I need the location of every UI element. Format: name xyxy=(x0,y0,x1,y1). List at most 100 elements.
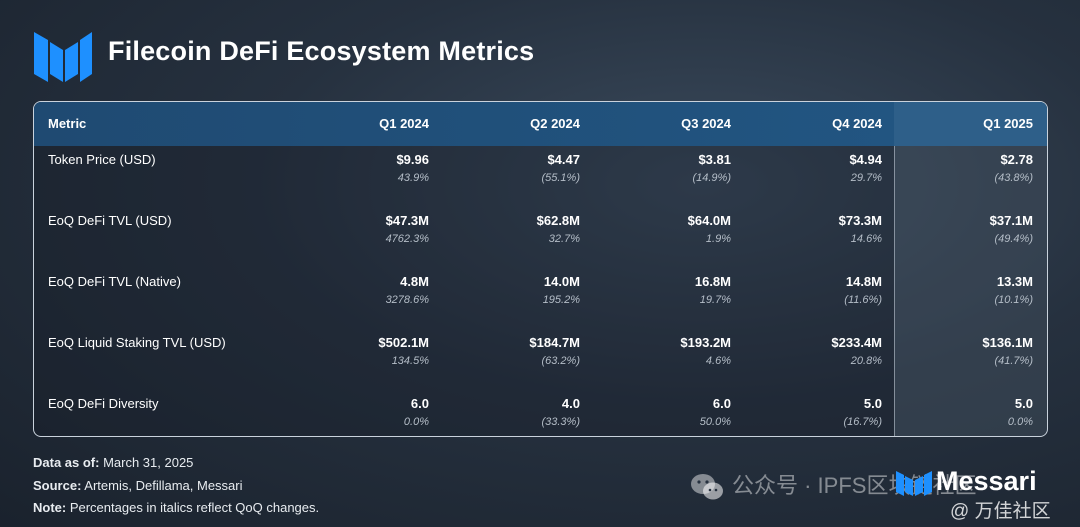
cell-change: 0.0% xyxy=(1007,416,1033,428)
note-value: Percentages in italics reflect QoQ chang… xyxy=(66,500,320,515)
cell-change: 3278.6% xyxy=(385,294,429,306)
row-label: EoQ DeFi TVL (Native) xyxy=(48,274,181,289)
cell-value: $37.1M xyxy=(989,213,1033,228)
cell-change: (49.4%) xyxy=(994,233,1033,245)
cell-change: 43.9% xyxy=(397,172,429,184)
source-label: Source: xyxy=(33,477,82,493)
cell-value: $47.3M xyxy=(385,213,429,228)
cell-value: $184.7M xyxy=(529,335,580,350)
cell-change: 195.2% xyxy=(542,294,580,306)
cell-value: $4.47 xyxy=(547,152,580,167)
cell-change: (43.8%) xyxy=(994,172,1033,184)
row-label: Token Price (USD) xyxy=(48,152,156,167)
messari-logo-icon xyxy=(34,28,92,84)
table-row: EoQ DeFi TVL (USD) $47.3M 4762.3% $62.8M 3… xyxy=(34,207,1047,268)
cell-value: $73.3M xyxy=(838,213,882,228)
cell-change: (16.7%) xyxy=(843,416,882,428)
cell-change: 14.6% xyxy=(850,233,882,245)
column-header-q4-2024: Q4 2024 xyxy=(832,116,882,131)
page-title: Filecoin DeFi Ecosystem Metrics xyxy=(108,36,535,66)
cell-change: 19.7% xyxy=(699,294,731,306)
table-cell: $37.1M (49.4%) xyxy=(893,213,1033,247)
column-header-q1-2025: Q1 2025 xyxy=(983,116,1033,131)
cell-value: 6.0 xyxy=(410,396,429,411)
cell-value: 4.0 xyxy=(561,396,580,411)
table-cell: 4.8M 3278.6% xyxy=(289,274,429,308)
table-cell: $184.7M (63.2%) xyxy=(440,335,580,369)
cell-change: 29.7% xyxy=(850,172,882,184)
column-header-metric: Metric xyxy=(48,116,87,131)
cell-value: 14.0M xyxy=(543,274,580,289)
row-label: EoQ DeFi Diversity xyxy=(48,396,159,411)
table-cell: $73.3M 14.6% xyxy=(742,213,882,247)
table-row: EoQ Liquid Staking TVL (USD) $502.1M 134.… xyxy=(34,329,1047,390)
cell-value: $193.2M xyxy=(680,335,731,350)
table-cell: 4.0 (33.3%) xyxy=(440,396,580,430)
cell-change: 32.7% xyxy=(548,233,580,245)
community-watermark: @ 万佳社区 xyxy=(950,501,1051,522)
cell-change: 0.0% xyxy=(403,416,429,428)
watermark: 公众号 · IPFS区块链社区 xyxy=(690,468,976,502)
cell-value: 13.3M xyxy=(996,274,1033,289)
table-cell: 13.3M (10.1%) xyxy=(893,274,1033,308)
data-as-of-line: Data as of: March 31, 2025 xyxy=(33,452,319,475)
cell-value: $136.1M xyxy=(982,335,1033,350)
cell-change: (33.3%) xyxy=(541,416,580,428)
highlight-column-header xyxy=(894,102,1047,146)
watermark-text: 公众号 · IPFS区块链社区 xyxy=(732,473,977,498)
row-label: EoQ DeFi TVL (USD) xyxy=(48,213,172,228)
table-cell: $4.47 (55.1%) xyxy=(440,152,580,186)
note-label: Note: xyxy=(33,500,67,515)
cell-value: 5.0 xyxy=(1014,396,1033,411)
table-cell: $62.8M 32.7% xyxy=(440,213,580,247)
column-header-q1-2024: Q1 2024 xyxy=(379,116,429,131)
cell-value: 14.8M xyxy=(845,274,882,289)
source-line: Source: Artemis, Defillama, Messari xyxy=(33,475,319,498)
table-cell: $193.2M 4.6% xyxy=(591,335,731,369)
brand-name: Messari xyxy=(936,466,1037,496)
cell-value: $2.78 xyxy=(1000,152,1033,167)
table-cell: 14.0M 195.2% xyxy=(440,274,580,308)
cell-value: 4.8M xyxy=(400,274,429,289)
cell-change: (14.9%) xyxy=(692,172,731,184)
messari-mark-icon xyxy=(896,469,932,497)
table-cell: $47.3M 4762.3% xyxy=(289,213,429,247)
cell-value: $4.94 xyxy=(849,152,882,167)
column-header-q2-2024: Q2 2024 xyxy=(530,116,580,131)
cell-value: $233.4M xyxy=(831,335,882,350)
source-value: Artemis, Defillama, Messari xyxy=(81,477,243,493)
data-as-of-value: March 31, 2025 xyxy=(99,455,194,470)
cell-value: 6.0 xyxy=(712,396,731,411)
table-cell: 6.0 50.0% xyxy=(591,396,731,430)
cell-value: $9.96 xyxy=(396,152,429,167)
table-cell: 14.8M (11.6%) xyxy=(742,274,882,308)
data-as-of-label: Data as of: xyxy=(33,455,100,470)
metrics-table: Metric Q1 2024 Q2 2024 Q3 2024 Q4 2024 Q… xyxy=(33,101,1048,437)
table-header: Metric Q1 2024 Q2 2024 Q3 2024 Q4 2024 Q… xyxy=(34,102,1047,146)
cell-change: 4762.3% xyxy=(385,233,429,245)
cell-value: $502.1M xyxy=(378,335,429,350)
brand-logo: Messari xyxy=(896,466,1037,497)
cell-change: 4.6% xyxy=(705,355,731,367)
cell-change: (55.1%) xyxy=(541,172,580,184)
table-cell: $4.94 29.7% xyxy=(742,152,882,186)
table-cell: 6.0 0.0% xyxy=(289,396,429,430)
cell-change: (10.1%) xyxy=(994,294,1033,306)
cell-change: (63.2%) xyxy=(541,355,580,367)
footer-notes: Data as of: March 31, 2025 Source: Artem… xyxy=(33,452,319,520)
cell-change: 20.8% xyxy=(850,355,882,367)
table-cell: 5.0 0.0% xyxy=(893,396,1033,430)
table-cell: $64.0M 1.9% xyxy=(591,213,731,247)
note-line: Note: Percentages in italics reflect QoQ… xyxy=(33,497,319,520)
table-cell: $9.96 43.9% xyxy=(289,152,429,186)
column-header-q3-2024: Q3 2024 xyxy=(681,116,731,131)
table-row: Token Price (USD) $9.96 43.9% $4.47 (55.1%… xyxy=(34,146,1047,207)
cell-value: 16.8M xyxy=(694,274,731,289)
cell-change: 134.5% xyxy=(391,355,429,367)
table-cell: $502.1M 134.5% xyxy=(289,335,429,369)
cell-change: (41.7%) xyxy=(994,355,1033,367)
row-label: EoQ Liquid Staking TVL (USD) xyxy=(48,335,226,350)
table-row: EoQ DeFi TVL (Native) 4.8M 3278.6% 14.0M 1… xyxy=(34,268,1047,329)
highlight-column xyxy=(894,102,1047,436)
cell-change: (11.6%) xyxy=(844,294,882,306)
